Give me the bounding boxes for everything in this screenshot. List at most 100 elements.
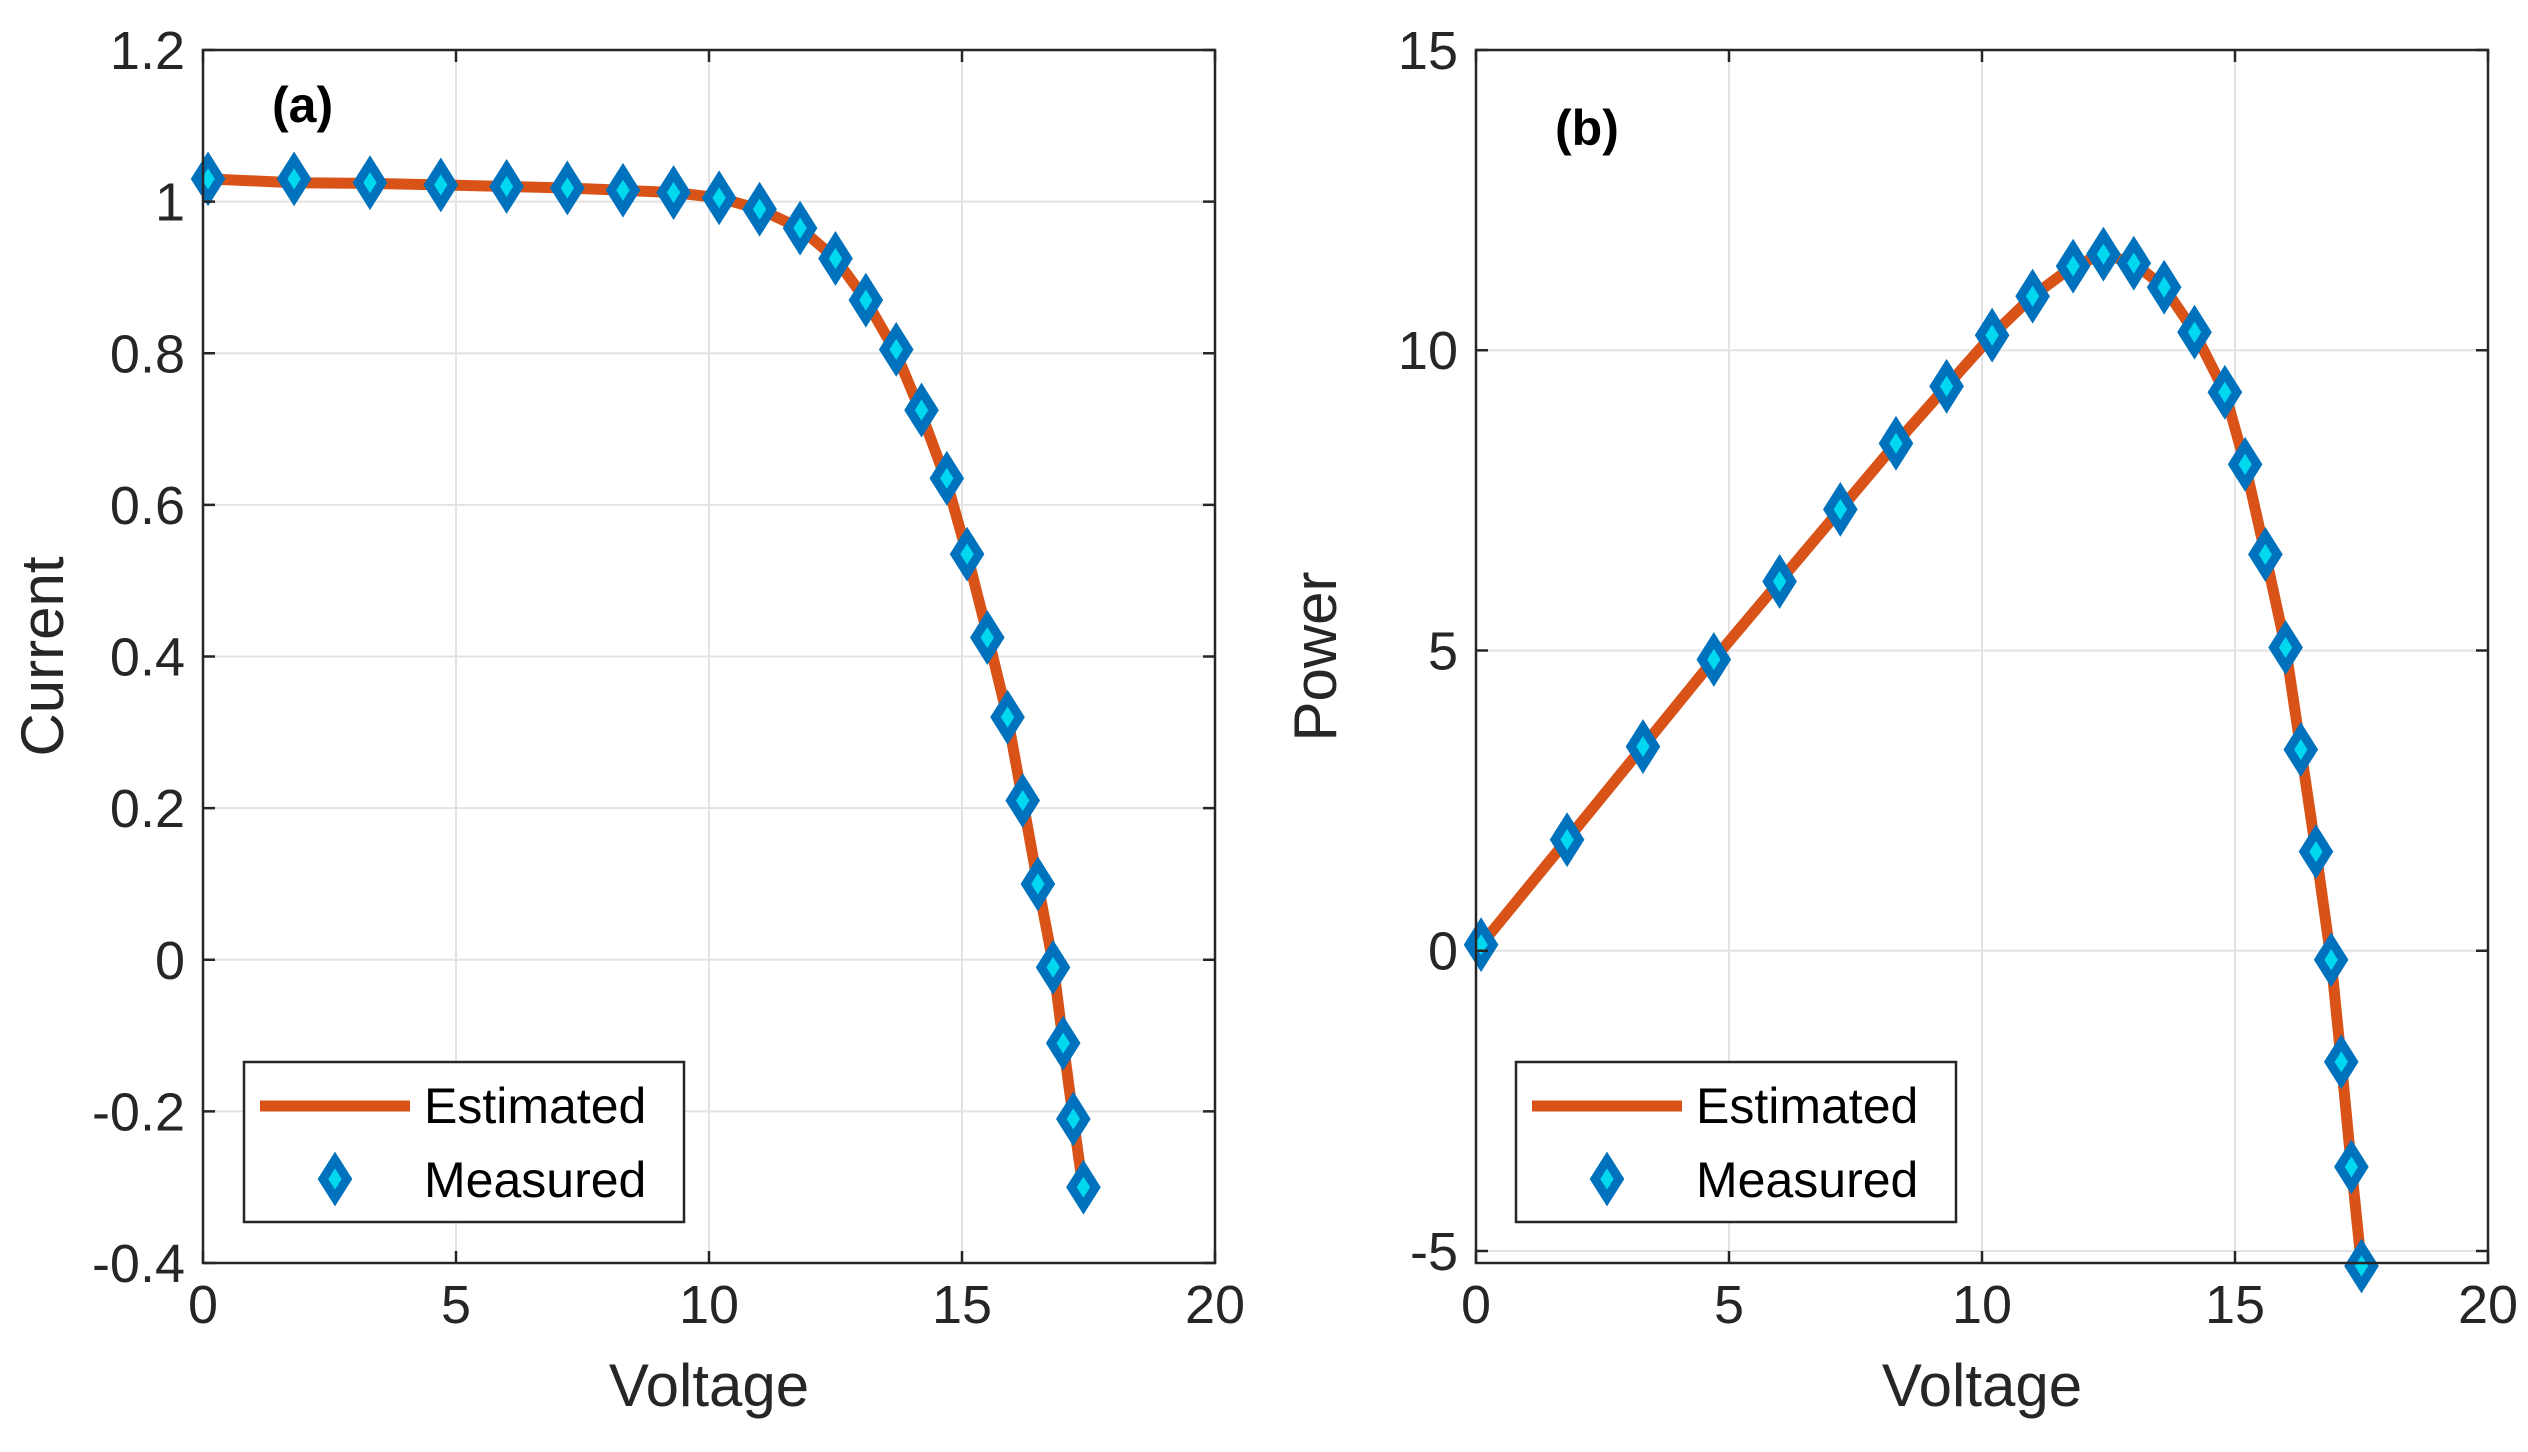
measured-point <box>2268 620 2303 675</box>
measured-point <box>549 160 585 216</box>
y-tick-label: 1 <box>155 173 185 233</box>
x-axis-label-b: Voltage <box>1882 1352 2082 1419</box>
measured-point <box>949 526 985 582</box>
measured-point <box>2207 364 2243 420</box>
measured-point <box>990 689 1025 745</box>
measured-point <box>969 610 1005 665</box>
y-tick-label: 0.4 <box>110 628 185 688</box>
x-tick-label: 20 <box>1185 1275 1245 1335</box>
measured-point <box>2334 1139 2369 1195</box>
y-tick-label: 0 <box>155 931 185 991</box>
measured-point <box>2146 259 2182 315</box>
measured-point <box>2298 824 2334 880</box>
measured-point <box>1045 1015 1081 1071</box>
y-tick-label: 0.2 <box>110 779 185 839</box>
measured-point <box>2086 226 2121 282</box>
measured-point <box>1005 773 1041 828</box>
measured-point <box>423 157 459 213</box>
measured-point <box>352 155 388 211</box>
measured-point <box>2323 1034 2359 1090</box>
estimated-series-a <box>202 173 1089 1197</box>
panel-tag-b: (b) <box>1555 100 1619 156</box>
panel-tag-a: (a) <box>272 77 333 133</box>
measured-point <box>701 170 737 226</box>
measured-point <box>1035 939 1071 995</box>
tick-labels-a: 0 5 10 15 20 -0.4 -0.2 0 0.2 0.4 0.6 0.8 1 1.2 <box>92 21 1245 1335</box>
measured-point <box>1822 481 1858 537</box>
x-tick-label: 0 <box>188 1275 218 1335</box>
legend-measured-swatch-b <box>1589 1151 1625 1207</box>
measured-point <box>1020 856 1056 912</box>
measured-point <box>1696 632 1732 687</box>
y-tick-label: 10 <box>1398 321 1458 381</box>
measured-point <box>276 151 312 207</box>
legend-estimated-label-b: Estimated <box>1696 1078 1918 1134</box>
x-axis-label-a: Voltage <box>609 1352 809 1419</box>
measured-point <box>656 165 691 220</box>
x-tick-label: 5 <box>1714 1275 1744 1335</box>
measured-point <box>605 162 641 218</box>
measured-point <box>1549 812 1585 868</box>
axes-frame-b <box>1474 48 2490 1265</box>
y-tick-label: 0.8 <box>110 324 185 384</box>
measured-series-a <box>190 151 1101 1215</box>
chart-panel-a: 0 5 10 15 20 -0.4 -0.2 0 0.2 0.4 0.6 0.8 1 1.2 (a) Vo… <box>9 21 1245 1419</box>
measured-point <box>489 159 524 214</box>
x-tick-label: 20 <box>2458 1275 2518 1335</box>
y-tick-label: 5 <box>1428 621 1458 681</box>
measured-point <box>1929 358 1964 414</box>
x-tick-label: 0 <box>1461 1275 1491 1335</box>
legend-measured-label-a: Measured <box>424 1152 646 1208</box>
measured-point <box>2015 268 2050 324</box>
measured-point <box>2116 235 2152 291</box>
measured-point <box>1066 1159 1101 1215</box>
legend-box-a <box>242 1060 686 1224</box>
measured-point <box>190 151 226 207</box>
measured-point <box>2177 304 2212 360</box>
y-tick-label: 1.2 <box>110 21 185 81</box>
y-tick-label: 15 <box>1398 21 1458 81</box>
x-tick-label: 5 <box>441 1275 471 1335</box>
y-axis-label-a: Current <box>9 556 76 756</box>
measured-point <box>742 181 777 237</box>
measured-point <box>2055 238 2091 294</box>
measured-point <box>1625 719 1661 775</box>
y-tick-label: -5 <box>1410 1222 1458 1282</box>
measured-point <box>1974 307 2010 363</box>
measured-point <box>1463 917 1499 973</box>
measured-series-b <box>1463 226 2379 1294</box>
legend-b: Estimated Measured <box>1514 1060 1958 1224</box>
measured-point <box>818 231 853 286</box>
measured-point <box>2344 1238 2379 1294</box>
measured-point <box>1762 554 1797 609</box>
legend-box-b <box>1514 1060 1958 1224</box>
x-tick-label: 10 <box>679 1275 739 1335</box>
y-tick-label: -0.2 <box>92 1082 185 1142</box>
legend-a: Estimated Measured <box>242 1060 686 1224</box>
y-tick-label: 0.6 <box>110 476 185 536</box>
measured-point <box>2248 526 2283 582</box>
legend-measured-swatch-a <box>317 1151 353 1207</box>
estimated-line <box>202 173 1089 1197</box>
measured-point <box>929 450 965 506</box>
legend-measured-label-b: Measured <box>1696 1152 1918 1208</box>
x-tick-label: 15 <box>932 1275 992 1335</box>
x-tick-label: 10 <box>1952 1275 2012 1335</box>
y-tick-label: -0.4 <box>92 1234 185 1294</box>
measured-point <box>2283 722 2319 778</box>
x-tick-label: 15 <box>2205 1275 2265 1335</box>
legend-estimated-label-a: Estimated <box>424 1078 646 1134</box>
measured-point <box>878 322 914 377</box>
measured-point <box>782 200 818 256</box>
y-axis-label-b: Power <box>1282 571 1349 741</box>
axes-frame-a <box>201 48 1217 1265</box>
measured-point <box>1055 1091 1091 1147</box>
measured-point <box>848 272 884 328</box>
y-tick-label: 0 <box>1428 922 1458 982</box>
measured-point <box>1878 415 1914 471</box>
measured-point <box>904 382 939 438</box>
measured-point <box>2227 436 2263 492</box>
